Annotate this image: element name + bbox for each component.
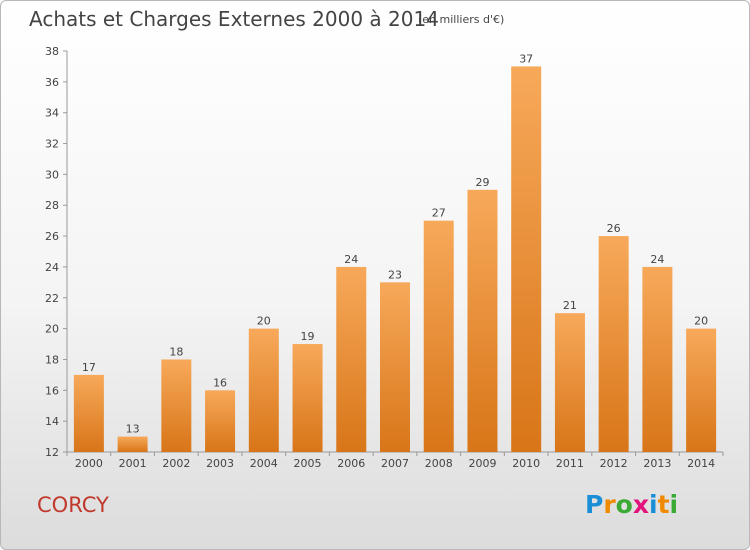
data-label-2014: 20 <box>694 315 708 328</box>
chart-subtitle: (en milliers d'€) <box>418 13 505 26</box>
x-tick-label: 2014 <box>687 457 715 470</box>
bar-2011 <box>554 313 585 452</box>
bar-2012 <box>598 236 629 452</box>
x-tick-label: 2000 <box>75 457 103 470</box>
bar-2006 <box>336 266 367 452</box>
logo-letter: r <box>603 490 616 519</box>
y-tick-label: 12 <box>45 446 59 459</box>
y-tick-label: 32 <box>45 138 59 151</box>
data-label-2005: 19 <box>301 330 315 343</box>
x-tick-label: 2013 <box>643 457 671 470</box>
x-tick-label: 2012 <box>600 457 628 470</box>
data-label-2001: 13 <box>126 423 140 436</box>
bar-2002 <box>161 359 192 452</box>
bar-2007 <box>380 282 410 452</box>
x-tick-label: 2005 <box>294 457 322 470</box>
commune-name: CORCY <box>37 493 109 517</box>
bar-2014 <box>686 328 717 452</box>
bar-2000 <box>73 374 104 452</box>
data-label-2007: 23 <box>388 268 402 281</box>
bar-2003 <box>205 390 236 452</box>
x-tick-label: 2009 <box>468 457 496 470</box>
logo-letter: o <box>615 490 633 519</box>
data-label-2004: 20 <box>257 315 271 328</box>
data-label-2002: 18 <box>169 345 183 358</box>
bar-2005 <box>292 344 323 452</box>
logo-letter: i <box>669 490 679 519</box>
data-label-2011: 21 <box>563 299 577 312</box>
axes: 12 14 16 18 20 22 24 26 28 30 32 34 36 38 2000 2001 2002… <box>45 45 724 470</box>
data-label-2000: 17 <box>82 361 96 374</box>
y-tick-label: 22 <box>45 292 59 305</box>
bars <box>73 66 717 453</box>
y-tick-label: 30 <box>45 168 59 181</box>
y-tick-label: 28 <box>45 199 59 212</box>
y-tick-label: 38 <box>45 45 59 58</box>
proxiti-logo: Proxiti <box>585 490 678 519</box>
y-tick-label: 14 <box>45 415 59 428</box>
y-tick-label: 20 <box>45 323 59 336</box>
logo-letter: x <box>632 490 649 519</box>
data-label-2012: 26 <box>607 222 621 235</box>
y-tick-label: 16 <box>45 384 59 397</box>
x-tick-label: 2011 <box>556 457 584 470</box>
logo-letter: i <box>649 490 658 519</box>
x-tick-label: 2004 <box>250 457 278 470</box>
y-tick-label: 26 <box>45 230 59 243</box>
y-tick-label: 18 <box>45 353 59 366</box>
bar-2008 <box>423 220 454 452</box>
data-label-2010: 37 <box>519 52 533 65</box>
data-labels: 17 13 18 16 20 19 24 23 27 29 37 21 26 24 20 <box>82 52 708 435</box>
data-label-2006: 24 <box>344 253 358 266</box>
bar-2004 <box>248 328 279 452</box>
data-label-2008: 27 <box>432 207 446 220</box>
y-tick-label: 34 <box>45 107 59 120</box>
y-tick-label: 36 <box>45 76 59 89</box>
data-label-2009: 29 <box>475 176 489 189</box>
x-tick-label: 2010 <box>512 457 540 470</box>
x-tick-label: 2003 <box>206 457 234 470</box>
bar-2013 <box>642 266 673 452</box>
data-label-2013: 24 <box>650 253 664 266</box>
bar-2010 <box>511 66 542 452</box>
chart-title: Achats et Charges Externes 2000 à 2014 <box>29 7 439 31</box>
bar-2001 <box>117 436 148 452</box>
x-tick-label: 2008 <box>425 457 453 470</box>
x-tick-label: 2007 <box>381 457 409 470</box>
bar-2009 <box>467 189 498 453</box>
x-tick-label: 2006 <box>337 457 365 470</box>
x-tick-label: 2002 <box>162 457 190 470</box>
logo-letter: t <box>657 490 670 519</box>
x-tick-label: 2001 <box>119 457 147 470</box>
data-label-2003: 16 <box>213 376 227 389</box>
y-tick-label: 24 <box>45 261 59 274</box>
logo-letter: P <box>585 490 604 519</box>
